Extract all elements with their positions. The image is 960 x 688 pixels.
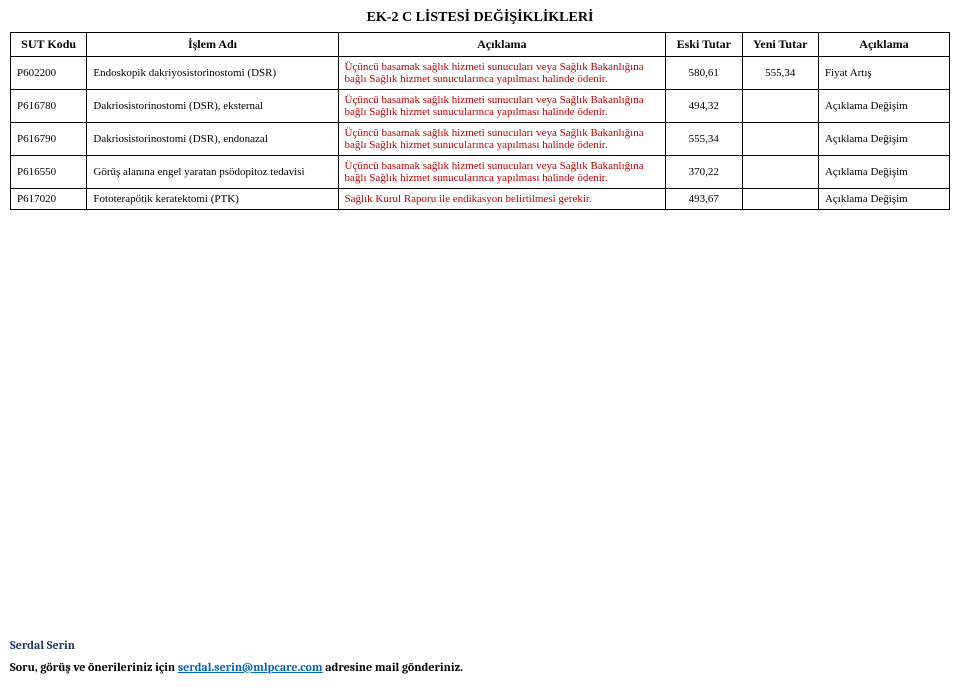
cell-kod: P616550 — [11, 156, 87, 189]
footer-line: Soru, görüş ve önerileriniz için serdal.… — [10, 660, 463, 674]
cell-ack2: Fiyat Artış — [818, 57, 949, 90]
cell-aciklama: Üçüncü basamak sağlık hizmeti sunucuları… — [338, 156, 666, 189]
cell-islem: Görüş alanına engel yaratan psödopitoz t… — [87, 156, 338, 189]
cell-ack2: Açıklama Değişim — [818, 156, 949, 189]
cell-eski: 580,61 — [666, 57, 742, 90]
table-row: P616790 Dakriosistorinostomi (DSR), endo… — [11, 123, 950, 156]
cell-aciklama: Üçüncü basamak sağlık hizmeti sunucuları… — [338, 57, 666, 90]
table-row: P617020 Fototerapötik keratektomi (PTK) … — [11, 189, 950, 210]
table-header-row: SUT Kodu İşlem Adı Açıklama Eski Tutar Y… — [11, 33, 950, 57]
cell-ack2: Açıklama Değişim — [818, 123, 949, 156]
cell-yeni — [742, 90, 818, 123]
col-aciklama2: Açıklama — [818, 33, 949, 57]
col-aciklama: Açıklama — [338, 33, 666, 57]
cell-eski: 493,67 — [666, 189, 742, 210]
footer-suffix: adresine mail gönderiniz. — [323, 660, 463, 674]
col-sut-kodu: SUT Kodu — [11, 33, 87, 57]
cell-islem: Fototerapötik keratektomi (PTK) — [87, 189, 338, 210]
cell-eski: 370,22 — [666, 156, 742, 189]
page-title: EK-2 C LİSTESİ DEĞİŞİKLİKLERİ — [10, 10, 950, 26]
cell-kod: P616780 — [11, 90, 87, 123]
changes-table: SUT Kodu İşlem Adı Açıklama Eski Tutar Y… — [10, 32, 950, 210]
cell-yeni — [742, 156, 818, 189]
table-row: P616780 Dakriosistorinostomi (DSR), ekst… — [11, 90, 950, 123]
table-row: P616550 Görüş alanına engel yaratan psöd… — [11, 156, 950, 189]
cell-yeni — [742, 189, 818, 210]
email-link[interactable]: serdal.serin@mlpcare.com — [178, 660, 323, 674]
cell-kod: P602200 — [11, 57, 87, 90]
page: EK-2 C LİSTESİ DEĞİŞİKLİKLERİ SUT Kodu İ… — [0, 0, 960, 688]
cell-eski: 494,32 — [666, 90, 742, 123]
footer: Serdal Serin Soru, görüş ve önerileriniz… — [10, 638, 463, 674]
cell-kod: P617020 — [11, 189, 87, 210]
cell-eski: 555,34 — [666, 123, 742, 156]
cell-ack2: Açıklama Değişim — [818, 189, 949, 210]
cell-islem: Dakriosistorinostomi (DSR), eksternal — [87, 90, 338, 123]
col-islem-adi: İşlem Adı — [87, 33, 338, 57]
col-eski-tutar: Eski Tutar — [666, 33, 742, 57]
author-name: Serdal Serin — [10, 638, 463, 652]
table-row: P602200 Endoskopik dakriyosistorinostomi… — [11, 57, 950, 90]
footer-prefix: Soru, görüş ve önerileriniz için — [10, 660, 178, 674]
cell-islem: Dakriosistorinostomi (DSR), endonazal — [87, 123, 338, 156]
cell-yeni — [742, 123, 818, 156]
cell-aciklama: Üçüncü basamak sağlık hizmeti sunucuları… — [338, 123, 666, 156]
cell-ack2: Açıklama Değişim — [818, 90, 949, 123]
cell-islem: Endoskopik dakriyosistorinostomi (DSR) — [87, 57, 338, 90]
cell-aciklama: Sağlık Kurul Raporu ile endikasyon belir… — [338, 189, 666, 210]
col-yeni-tutar: Yeni Tutar — [742, 33, 818, 57]
cell-yeni: 555,34 — [742, 57, 818, 90]
cell-kod: P616790 — [11, 123, 87, 156]
cell-aciklama: Üçüncü basamak sağlık hizmeti sunucuları… — [338, 90, 666, 123]
